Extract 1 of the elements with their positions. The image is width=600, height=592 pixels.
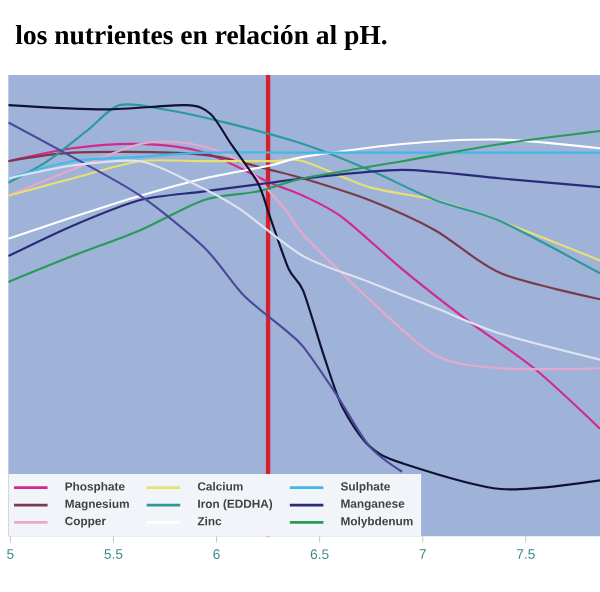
- chart-title: los nutrientes en relación al pH.: [15, 25, 387, 51]
